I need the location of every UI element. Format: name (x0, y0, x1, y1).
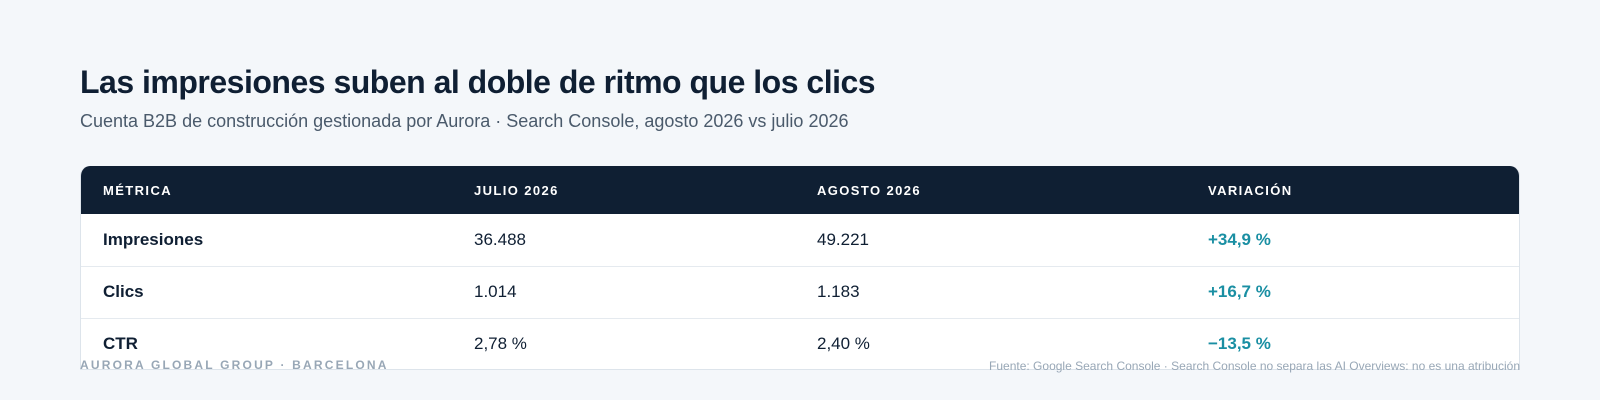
metric-name: CTR (103, 334, 138, 354)
metrics-table-container: MÉTRICA JULIO 2026 AGOSTO 2026 VARIACIÓN… (80, 166, 1520, 370)
table-header-row: MÉTRICA JULIO 2026 AGOSTO 2026 VARIACIÓN (81, 166, 1519, 214)
table-row: Clics 1.014 1.183 +16,7 % (81, 266, 1519, 318)
page-subtitle: Cuenta B2B de construcción gestionada po… (80, 111, 849, 131)
august-value: 1.183 (817, 282, 860, 301)
table-header: MÉTRICA JULIO 2026 AGOSTO 2026 VARIACIÓN (81, 166, 1519, 214)
table-row: CTR 2,78 % 2,40 % −13,5 % (81, 318, 1519, 369)
metric-name: Impresiones (103, 229, 204, 249)
column-header-july: JULIO 2026 (474, 182, 559, 198)
july-value: 2,78 % (474, 334, 527, 354)
variation-value: +34,9 % (1208, 229, 1271, 249)
july-value: 36.488 (474, 229, 526, 249)
column-header-variation: VARIACIÓN (1208, 182, 1293, 198)
report-page: Las impresiones suben al doble de ritmo … (80, 0, 1520, 400)
variation-value: −13,5 % (1208, 334, 1271, 354)
footer-brand: AURORA GLOBAL GROUP · BARCELONA (80, 358, 389, 372)
page-title: Las impresiones suben al doble de ritmo … (80, 64, 876, 100)
august-value: 2,40 % (817, 334, 870, 354)
variation-value: +16,7 % (1208, 282, 1271, 301)
column-header-metric: MÉTRICA (103, 182, 173, 198)
column-header-august: AGOSTO 2026 (817, 182, 922, 198)
metrics-table: MÉTRICA JULIO 2026 AGOSTO 2026 VARIACIÓN… (81, 166, 1519, 369)
footer-source: Fuente: Google Search Console · Search C… (989, 359, 1520, 373)
table-row: Impresiones 36.488 49.221 +34,9 % (81, 214, 1519, 266)
july-value: 1.014 (474, 282, 517, 301)
table-body: Impresiones 36.488 49.221 +34,9 % Clics … (81, 214, 1519, 369)
august-value: 49.221 (817, 229, 869, 249)
metric-name: Clics (103, 282, 144, 301)
